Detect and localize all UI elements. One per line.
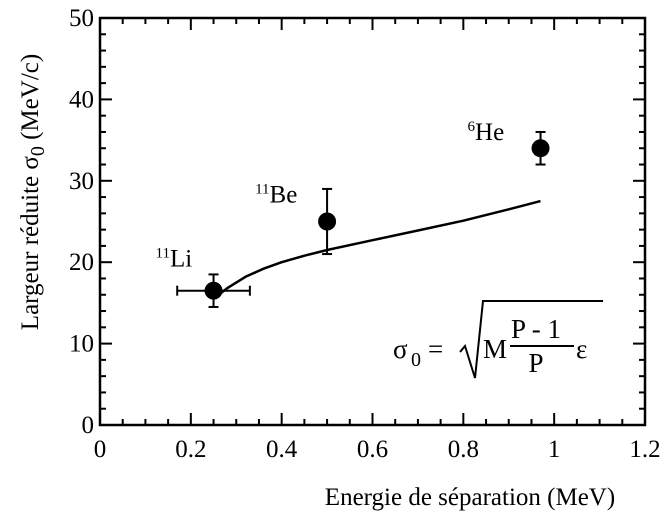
- x-tick-label: 1: [548, 436, 561, 463]
- y-tick-label: 30: [69, 168, 94, 195]
- data-point: [204, 281, 223, 300]
- y-tick-label: 20: [69, 249, 94, 276]
- point-label: 11Li: [156, 246, 193, 273]
- formula-factor: M: [483, 334, 507, 364]
- formula-numerator: P - 1: [511, 314, 561, 344]
- plot-frame: [98, 16, 647, 427]
- errorbar-layer: [176, 130, 546, 308]
- formula-epsilon: ε: [576, 334, 587, 364]
- y-axis-title-unit: (MeV/c): [17, 54, 44, 140]
- formula-radical: [459, 300, 603, 379]
- point-label-element: He: [475, 119, 504, 146]
- y-axis-title-sub: 0: [27, 146, 49, 156]
- y-axis-title: Largeur réduite σ0 (MeV/c): [17, 54, 49, 330]
- point-layer: [204, 139, 550, 300]
- svg-text:Largeur réduite σ0 (MeV/c): Largeur réduite σ0 (MeV/c): [17, 54, 49, 330]
- x-tick-label: 0.2: [175, 436, 206, 463]
- ticks: [99, 17, 646, 426]
- data-point: [531, 139, 550, 158]
- x-tick-label: 0.4: [266, 436, 298, 463]
- formula-lhs: σ: [393, 334, 408, 364]
- formula-denominator: P: [528, 348, 543, 378]
- curve-layer: [212, 199, 541, 300]
- point-label-mass-number: 11: [156, 246, 170, 262]
- x-tick-label: 0.6: [357, 436, 388, 463]
- x-tick-label: 0: [94, 436, 107, 463]
- formula-equals: =: [428, 334, 443, 364]
- y-tick-label: 0: [82, 412, 95, 439]
- model-curve: [212, 199, 541, 300]
- x-axis-title: Energie de séparation (MeV): [325, 484, 615, 511]
- y-tick-label: 50: [69, 5, 94, 32]
- point-label: 6He: [468, 119, 505, 146]
- point-label-mass-number: 6: [468, 119, 476, 135]
- y-axis-title-main: Largeur réduite σ: [17, 156, 44, 331]
- data-point: [318, 212, 337, 231]
- formula: σ 0 = M P - 1 P ε: [393, 300, 603, 379]
- point-label-mass-number: 11: [255, 182, 269, 198]
- point-label-element: Li: [170, 246, 192, 273]
- x-tick-label: 1.2: [629, 436, 660, 463]
- point-label: 11Be: [255, 182, 297, 209]
- y-tick-label: 10: [69, 331, 94, 358]
- formula-lhs-sub: 0: [411, 349, 421, 371]
- point-label-element: Be: [270, 182, 298, 209]
- y-tick-label: 40: [69, 86, 94, 113]
- x-tick-label: 0.8: [448, 436, 479, 463]
- tick-labels: 0 0.2 0.4 0.6 0.8 1 1.2 0 10 20 30 40 50: [69, 5, 661, 463]
